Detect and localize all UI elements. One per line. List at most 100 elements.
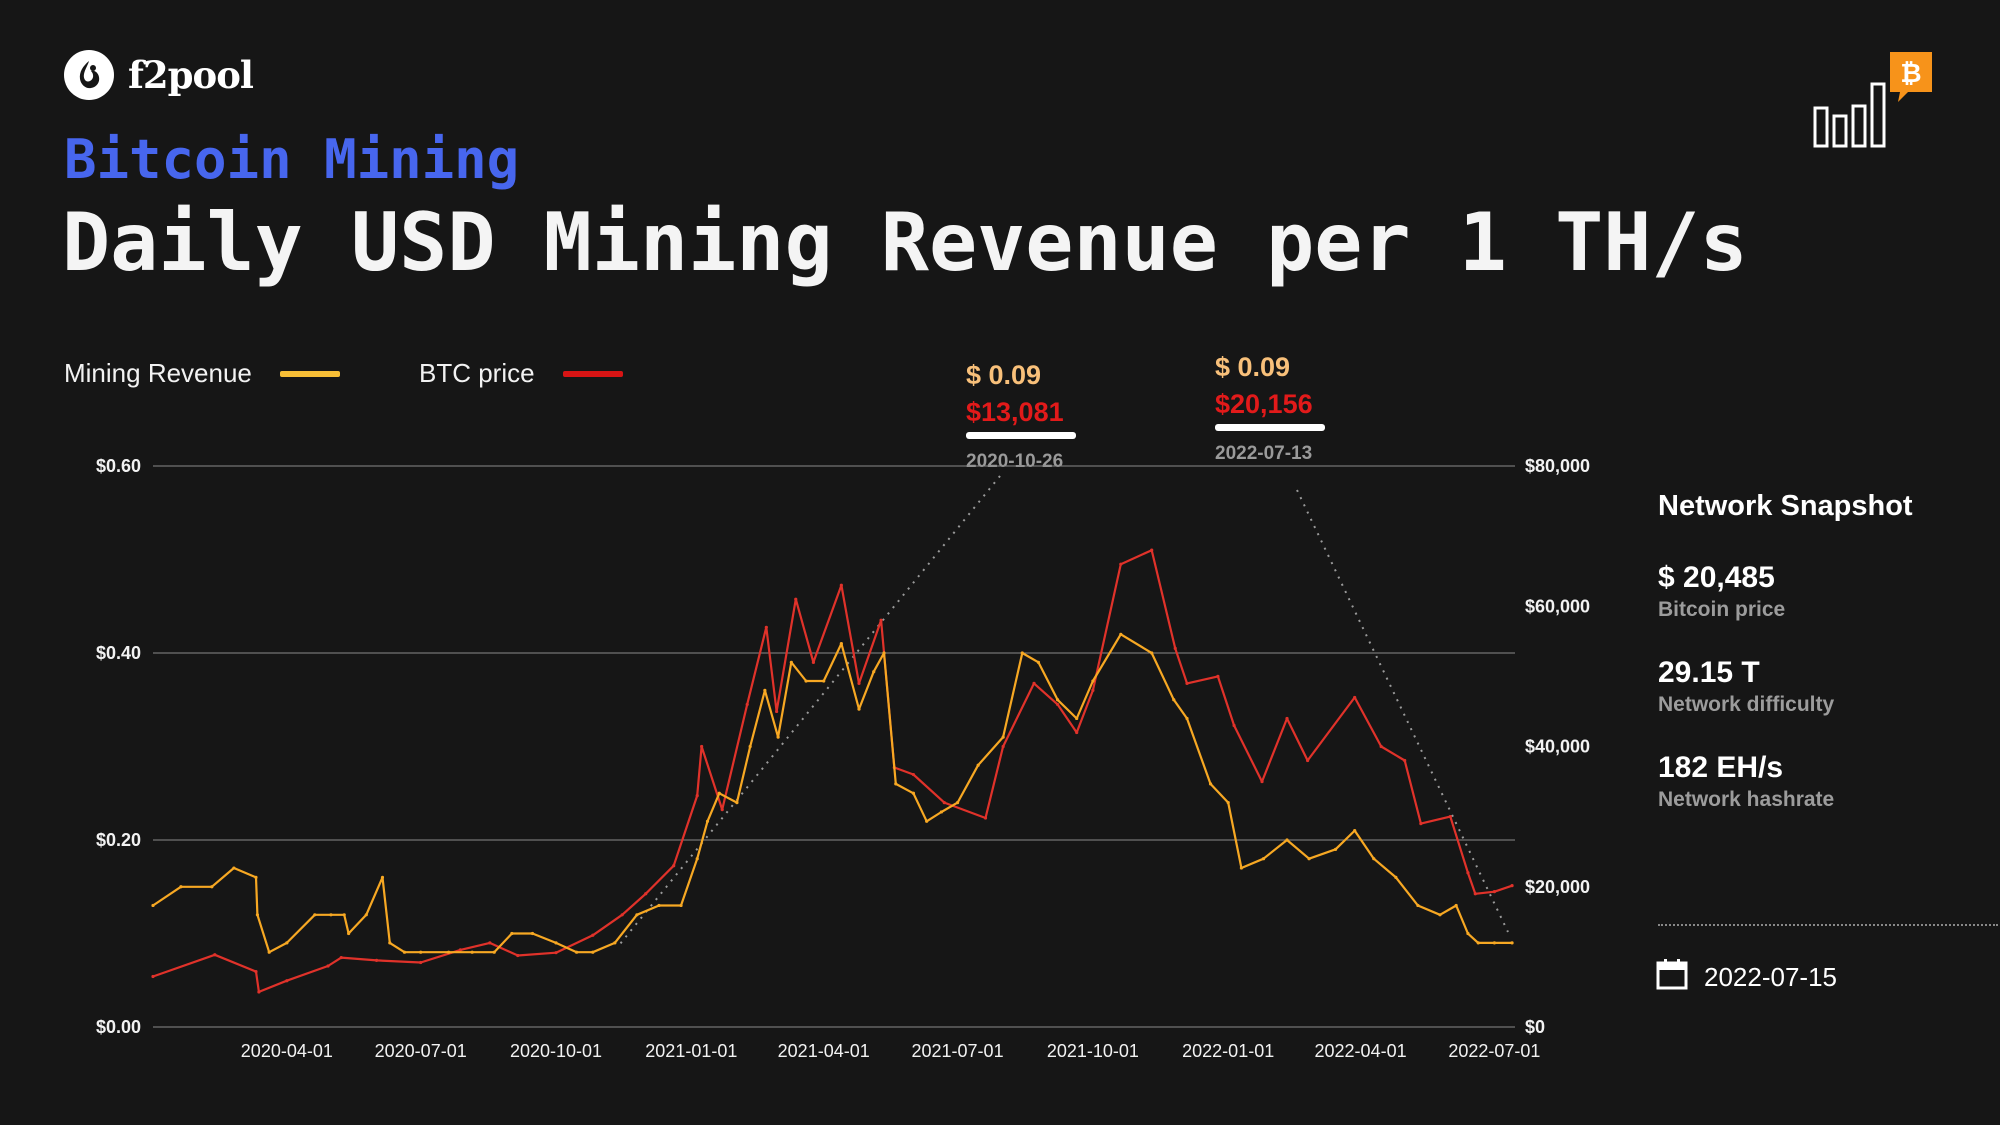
data-point-mining-revenue (872, 670, 876, 674)
snapshot-network-difficulty: 29.15 T Network difficulty (1658, 656, 1978, 717)
data-point-mining-revenue (717, 791, 721, 795)
callout-btc-price: $13,081 (966, 397, 1064, 427)
snapshot-date: 2022-07-15 (1656, 958, 1837, 997)
data-point-mining-revenue (1075, 716, 1079, 721)
data-point-mining-revenue (342, 913, 346, 917)
data-point-btc-price (942, 801, 946, 805)
page-subtitle: Bitcoin Mining (64, 128, 520, 191)
data-point-mining-revenue (329, 913, 333, 917)
data-point-mining-revenue (364, 913, 368, 917)
network-snapshot-panel: Network Snapshot $ 20,485 Bitcoin price … (1658, 490, 1978, 846)
data-point-btc-price (1403, 758, 1407, 763)
data-point-btc-price (1306, 758, 1310, 763)
data-point-mining-revenue (1119, 632, 1123, 636)
data-point-btc-price (257, 990, 261, 994)
y-left-tick-label: $0.00 (96, 1017, 141, 1037)
snapshot-network-hashrate: 182 EH/s Network hashrate (1658, 751, 1978, 812)
data-point-btc-price (720, 808, 724, 812)
callout-2020-10-26: $ 0.09 $13,081 2020-10-26 (966, 360, 1076, 473)
data-point-mining-revenue (894, 782, 898, 786)
data-point-btc-price (1353, 695, 1357, 700)
data-point-btc-price (151, 974, 155, 979)
data-point-btc-price (339, 955, 343, 960)
x-tick-label: 2020-04-01 (241, 1041, 333, 1061)
data-point-btc-price (1185, 681, 1189, 685)
data-point-btc-price (745, 702, 749, 707)
y-left-tick-label: $0.40 (96, 643, 141, 663)
data-point-btc-price (1260, 779, 1264, 784)
x-tick-label: 2020-07-01 (375, 1041, 467, 1061)
data-point-mining-revenue (1394, 875, 1398, 880)
data-point-btc-price (516, 953, 520, 958)
data-point-mining-revenue (1185, 716, 1189, 721)
data-point-mining-revenue (1476, 941, 1480, 945)
x-tick-label: 2020-10-01 (510, 1041, 602, 1061)
data-point-btc-price (620, 913, 624, 917)
data-point-mining-revenue (267, 950, 271, 954)
callout-date: 2020-10-26 (966, 451, 1064, 472)
data-point-mining-revenue (613, 941, 617, 945)
data-point-mining-revenue (470, 950, 474, 954)
data-point-mining-revenue (1055, 698, 1060, 702)
svg-text:₿: ₿ (1900, 59, 1921, 89)
data-point-btc-price (1448, 815, 1452, 819)
calendar-icon (1656, 958, 1688, 997)
data-point-mining-revenue (1150, 651, 1154, 655)
data-point-mining-revenue (554, 941, 558, 945)
data-point-mining-revenue (1372, 857, 1376, 861)
data-point-mining-revenue (255, 913, 260, 917)
x-tick-label: 2022-04-01 (1315, 1041, 1407, 1061)
data-point-mining-revenue (911, 791, 916, 795)
data-point-btc-price (1055, 702, 1060, 707)
snapshot-value: 182 EH/s (1658, 751, 1784, 784)
data-point-mining-revenue (705, 819, 710, 823)
data-point-mining-revenue (1438, 913, 1442, 917)
legend-item-btc-price: BTC price (419, 358, 623, 389)
bar-chart-bitcoin-icon: ₿ (1810, 48, 1940, 157)
data-point-mining-revenue (347, 931, 351, 936)
callout-revenue: $ 0.09 (966, 360, 1042, 390)
data-point-btc-price (1285, 716, 1289, 721)
data-point-btc-price (1032, 681, 1036, 685)
data-point-mining-revenue (679, 903, 683, 908)
x-tick-label: 2022-07-01 (1448, 1041, 1540, 1061)
x-tick-label: 2021-07-01 (912, 1041, 1004, 1061)
y-right-tick-label: $60,000 (1525, 596, 1590, 616)
data-point-btc-price (1173, 646, 1177, 650)
data-point-mining-revenue (1307, 857, 1311, 861)
y-right-tick-label: $80,000 (1525, 456, 1590, 476)
callout-connector (619, 475, 1001, 945)
data-point-mining-revenue (510, 931, 514, 936)
data-point-btc-price (811, 660, 816, 664)
data-point-mining-revenue (955, 801, 960, 805)
snapshot-label: Bitcoin price (1658, 598, 1786, 621)
data-point-mining-revenue (1036, 660, 1041, 664)
data-point-btc-price (1473, 892, 1477, 896)
data-point-mining-revenue (1226, 801, 1230, 805)
snapshot-label: Network hashrate (1658, 788, 1835, 811)
data-point-mining-revenue (575, 950, 579, 954)
data-point-btc-price (554, 951, 558, 955)
data-point-mining-revenue (388, 941, 392, 945)
legend-label: BTC price (419, 358, 535, 388)
data-point-btc-price (591, 933, 595, 937)
callout-underline (966, 432, 1076, 439)
data-point-btc-price (879, 618, 883, 622)
data-point-mining-revenue (822, 679, 826, 683)
data-point-btc-price (213, 953, 217, 957)
data-point-mining-revenue (925, 819, 929, 823)
data-point-mining-revenue (492, 950, 496, 954)
data-point-btc-price (1232, 723, 1236, 728)
data-point-mining-revenue (591, 950, 595, 954)
data-point-mining-revenue (735, 801, 739, 805)
page-title: Daily USD Mining Revenue per 1 TH/s (62, 196, 1748, 289)
legend-swatch-btc (562, 370, 623, 377)
data-point-btc-price (1075, 730, 1079, 735)
data-point-mining-revenue (179, 885, 183, 889)
y-left-tick-label: $0.60 (96, 456, 141, 476)
data-point-btc-price (1150, 548, 1154, 552)
data-point-mining-revenue (1091, 679, 1095, 683)
series-line-mining-revenue (152, 633, 1513, 954)
data-point-mining-revenue (939, 810, 943, 814)
